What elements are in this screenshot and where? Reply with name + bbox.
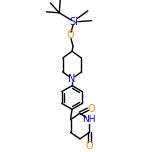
- Text: N: N: [68, 74, 76, 84]
- Text: O: O: [87, 104, 95, 114]
- Text: Si: Si: [70, 17, 78, 27]
- Text: O: O: [86, 141, 93, 151]
- Text: NH: NH: [83, 115, 96, 124]
- Text: O: O: [66, 30, 74, 40]
